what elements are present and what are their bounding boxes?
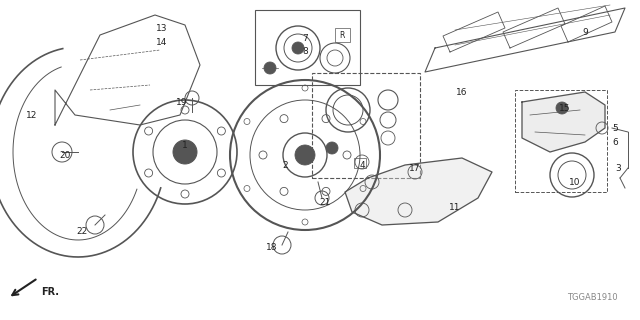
Text: 11: 11 — [449, 204, 461, 212]
Text: 9: 9 — [582, 28, 588, 36]
Circle shape — [326, 142, 338, 154]
Text: 16: 16 — [456, 87, 468, 97]
Circle shape — [292, 42, 304, 54]
Circle shape — [556, 102, 568, 114]
Bar — [335, 28, 350, 42]
Text: 22: 22 — [76, 228, 88, 236]
Text: 21: 21 — [319, 197, 331, 206]
Text: 5: 5 — [612, 124, 618, 132]
Text: 3: 3 — [615, 164, 621, 172]
Text: 1: 1 — [182, 140, 188, 149]
Bar — [255, 10, 360, 85]
Text: 2: 2 — [282, 161, 288, 170]
Bar — [515, 90, 607, 192]
Text: 4: 4 — [359, 161, 365, 170]
Text: 14: 14 — [156, 37, 168, 46]
Text: 10: 10 — [569, 178, 580, 187]
Bar — [312, 73, 420, 178]
Text: R: R — [339, 30, 345, 39]
Text: TGGAB1910: TGGAB1910 — [566, 293, 618, 302]
Circle shape — [295, 145, 315, 165]
Text: 12: 12 — [26, 110, 38, 119]
Bar — [354, 158, 366, 168]
Text: 6: 6 — [612, 138, 618, 147]
Text: FR.: FR. — [41, 287, 59, 297]
Circle shape — [264, 62, 276, 74]
Text: 18: 18 — [266, 244, 278, 252]
Text: 17: 17 — [409, 164, 420, 172]
Polygon shape — [522, 92, 605, 152]
Polygon shape — [345, 158, 492, 225]
Text: 15: 15 — [559, 103, 571, 113]
Text: 19: 19 — [176, 98, 188, 107]
Text: 8: 8 — [302, 47, 308, 57]
Text: 13: 13 — [156, 23, 168, 33]
Circle shape — [173, 140, 197, 164]
Text: 7: 7 — [302, 34, 308, 43]
Text: 20: 20 — [60, 150, 70, 159]
